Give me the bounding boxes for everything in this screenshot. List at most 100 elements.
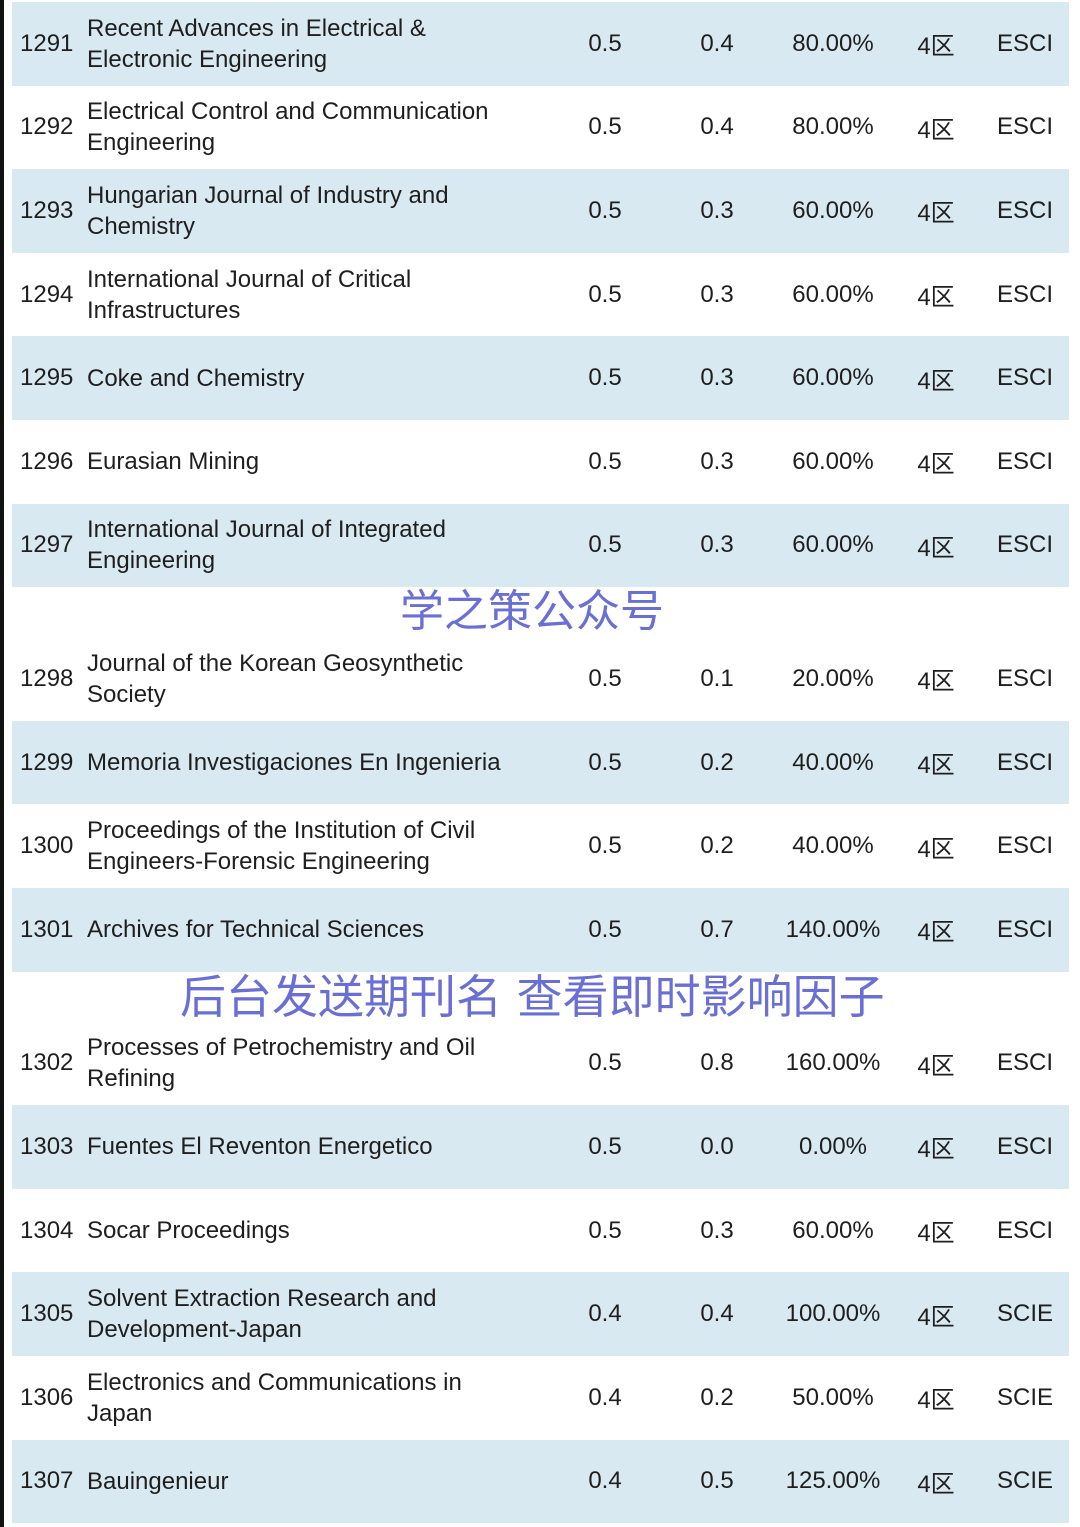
- change-percent-cell: 140.00%: [785, 915, 881, 943]
- rank-cell: 1291: [20, 29, 74, 57]
- rank-cell: 1305: [20, 1300, 74, 1328]
- journal-title-cell: Processes of Petrochemistry and Oil Refi…: [87, 1034, 476, 1093]
- change-percent-cell: 60.00%: [792, 531, 874, 559]
- zone-cell: 4区: [917, 1387, 955, 1415]
- impact-factor-cell: 0.5: [588, 1132, 622, 1160]
- rank-cell: 1302: [20, 1049, 74, 1077]
- rank-cell: 1299: [20, 748, 74, 776]
- index-cell: ESCI: [996, 447, 1053, 475]
- zone-cell: 4区: [917, 534, 955, 562]
- rank-cell: 1307: [20, 1467, 74, 1495]
- index-cell: SCIE: [996, 1467, 1053, 1495]
- rank-cell: 1301: [20, 915, 74, 943]
- table-row: 1296 Eurasian Mining 0.5 0.3 60.00% 4区 ESCI: [12, 420, 1069, 504]
- zone-cell: 4区: [917, 200, 955, 228]
- journal-title-cell: Eurasian Mining: [87, 448, 260, 476]
- journal-title-cell: Hungarian Journal of Industry and Chemis…: [87, 181, 449, 240]
- zone-cell: 4区: [917, 284, 955, 312]
- impact-factor-new-cell: 0.3: [700, 280, 734, 308]
- impact-factor-cell: 0.4: [588, 1467, 622, 1495]
- impact-factor-new-cell: 0.2: [700, 748, 734, 776]
- change-percent-cell: 100.00%: [785, 1300, 881, 1328]
- index-cell: ESCI: [996, 196, 1053, 224]
- zone-cell: 4区: [917, 668, 955, 696]
- index-cell: ESCI: [996, 748, 1053, 776]
- impact-factor-cell: 0.5: [588, 29, 622, 57]
- impact-factor-new-cell: 0.3: [700, 1216, 734, 1244]
- change-percent-cell: 20.00%: [792, 664, 874, 692]
- impact-factor-cell: 0.5: [588, 364, 622, 392]
- journal-title-cell: Solvent Extraction Research and Developm…: [87, 1285, 437, 1344]
- change-percent-cell: 60.00%: [792, 280, 874, 308]
- impact-factor-cell: 0.5: [588, 748, 622, 776]
- left-border: [0, 0, 4, 1527]
- impact-factor-cell: 0.5: [588, 832, 622, 860]
- journal-title-cell: International Journal of Critical Infras…: [87, 265, 412, 324]
- change-percent-cell: 60.00%: [792, 447, 874, 475]
- rank-cell: 1296: [20, 447, 74, 475]
- journal-title-cell: Electrical Control and Communication Eng…: [87, 98, 489, 157]
- index-cell: ESCI: [996, 1132, 1053, 1160]
- change-percent-cell: 80.00%: [792, 113, 874, 141]
- journal-title-cell: Bauingenieur: [87, 1467, 229, 1495]
- zone-cell: 4区: [917, 451, 955, 479]
- table-row: 1307 Bauingenieur 0.4 0.5 125.00% 4区 SCIE: [12, 1439, 1069, 1524]
- table-row: 1294 International Journal of Critical In…: [12, 253, 1069, 337]
- index-cell: SCIE: [996, 1300, 1053, 1328]
- watermark-band-account: 学之策公众号: [12, 587, 1069, 638]
- table-row: 1292 Electrical Control and Communication…: [12, 86, 1069, 170]
- impact-factor-new-cell: 0.3: [700, 364, 734, 392]
- impact-factor-cell: 0.5: [588, 196, 622, 224]
- table-row: 1302 Processes of Petrochemistry and Oil …: [12, 1022, 1069, 1106]
- index-cell: SCIE: [996, 1383, 1053, 1411]
- journal-title-cell: International Journal of Integrated Engi…: [87, 516, 446, 575]
- index-cell: ESCI: [996, 280, 1053, 308]
- table-row: 1303 Fuentes El Reventon Energetico 0.5 0.0…: [12, 1105, 1069, 1189]
- zone-cell: 4区: [917, 752, 955, 780]
- impact-factor-cell: 0.5: [588, 1049, 622, 1077]
- table-row: 1304 Socar Proceedings 0.5 0.3 60.00% 4区 ESCI: [12, 1189, 1069, 1273]
- zone-cell: 4区: [917, 1052, 955, 1080]
- impact-factor-new-cell: 0.5: [700, 1467, 734, 1495]
- index-cell: ESCI: [996, 664, 1053, 692]
- impact-factor-cell: 0.5: [588, 531, 622, 559]
- impact-factor-cell: 0.5: [588, 1216, 622, 1244]
- zone-cell: 4区: [917, 33, 955, 61]
- rank-cell: 1294: [20, 280, 74, 308]
- zone-cell: 4区: [917, 116, 955, 144]
- index-cell: ESCI: [996, 113, 1053, 141]
- index-cell: ESCI: [996, 1216, 1053, 1244]
- table-row: 1293 Hungarian Journal of Industry and Ch…: [12, 169, 1069, 253]
- impact-factor-new-cell: 0.0: [700, 1132, 734, 1160]
- table-row: 1306 Electronics and Communications in Ja…: [12, 1356, 1069, 1440]
- zone-cell: 4区: [917, 919, 955, 947]
- impact-factor-new-cell: 0.2: [700, 832, 734, 860]
- impact-factor-new-cell: 0.3: [700, 196, 734, 224]
- index-cell: ESCI: [996, 531, 1053, 559]
- journal-title-cell: Proceedings of the Institution of Civil …: [87, 817, 476, 876]
- change-percent-cell: 0.00%: [798, 1132, 868, 1160]
- rank-cell: 1292: [20, 113, 74, 141]
- table-row: 1301 Archives for Technical Sciences 0.5 0.…: [12, 887, 1069, 972]
- zone-cell: 4区: [917, 1303, 955, 1331]
- rank-cell: 1306: [20, 1383, 74, 1411]
- zone-cell: 4区: [917, 367, 955, 395]
- rank-cell: 1300: [20, 832, 74, 860]
- impact-factor-new-cell: 0.3: [700, 531, 734, 559]
- index-cell: ESCI: [996, 29, 1053, 57]
- journal-title-cell: Archives for Technical Sciences: [87, 916, 425, 944]
- zone-cell: 4区: [917, 835, 955, 863]
- impact-factor-new-cell: 0.4: [700, 1300, 734, 1328]
- zone-cell: 4区: [917, 1220, 955, 1248]
- impact-factor-new-cell: 0.2: [700, 1383, 734, 1411]
- impact-factor-cell: 0.5: [588, 664, 622, 692]
- index-cell: ESCI: [996, 364, 1053, 392]
- zone-cell: 4区: [917, 1470, 955, 1498]
- change-percent-cell: 160.00%: [785, 1049, 881, 1077]
- change-percent-cell: 40.00%: [792, 832, 874, 860]
- rank-cell: 1293: [20, 196, 74, 224]
- index-cell: ESCI: [996, 832, 1053, 860]
- change-percent-cell: 60.00%: [792, 364, 874, 392]
- impact-factor-cell: 0.5: [588, 113, 622, 141]
- rank-cell: 1304: [20, 1216, 74, 1244]
